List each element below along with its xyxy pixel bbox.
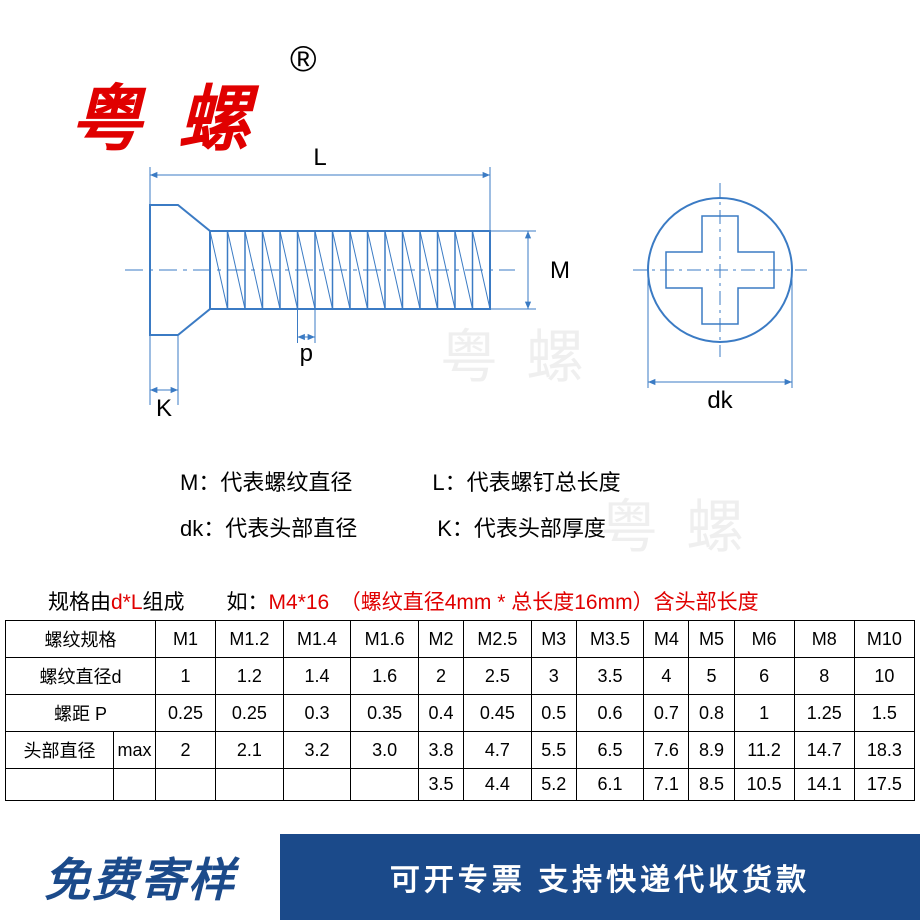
legend-dk: dk：代表头部直径 [180, 506, 357, 552]
legend: M：代表螺纹直径 L：代表螺钉总长度 dk：代表头部直径 K：代表头部厚度 [180, 460, 621, 552]
legend-K: K：代表头部厚度 [437, 506, 606, 552]
svg-text:p: p [300, 340, 313, 367]
svg-text:M: M [550, 257, 570, 284]
svg-text:L: L [313, 144, 326, 171]
banner-left: 免费寄样 [0, 834, 280, 920]
spec-table: 螺纹规格M1M1.2M1.4M1.6M2M2.5M3M3.5M4M5M6M8M1… [5, 620, 915, 801]
legend-M: M：代表螺纹直径 [180, 460, 352, 506]
spec-line: 规格由d*L组成 如：M4*16 （螺纹直径4mm * 总长度16mm）含头部长… [48, 586, 759, 616]
screw-diagram: L Mp Kdk [80, 130, 860, 420]
registered-mark: ® [290, 38, 317, 80]
banner-right: 可开专票 支持快递代收货款 [280, 834, 920, 920]
bottom-banner: 免费寄样 可开专票 支持快递代收货款 [0, 834, 920, 920]
svg-text:K: K [156, 395, 172, 420]
svg-text:dk: dk [707, 387, 733, 414]
watermark-2: 粤 螺 [600, 480, 750, 564]
legend-L: L：代表螺钉总长度 [432, 460, 620, 506]
